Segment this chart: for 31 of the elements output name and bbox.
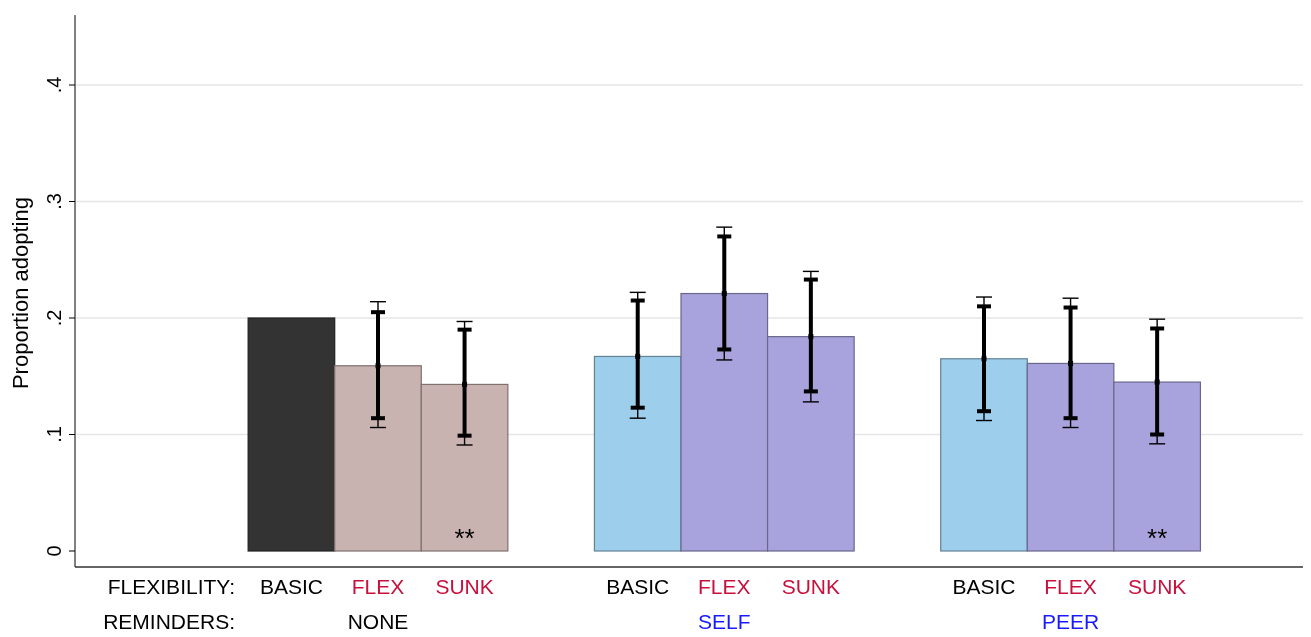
- y-tick-label: .2: [43, 309, 65, 327]
- bar: [593, 355, 682, 552]
- y-tick-label: .1: [43, 426, 65, 443]
- y-tick-label: 0: [43, 545, 65, 557]
- text: PEER: [1041, 609, 1100, 633]
- x-tick-label: FLEX: [698, 574, 751, 598]
- text: REMINDERS:: [103, 609, 235, 633]
- bar: [940, 358, 1028, 552]
- point: [1068, 360, 1074, 366]
- bar: [247, 317, 336, 552]
- x-tick-label: SUNK: [435, 574, 494, 598]
- x-tick-label: FLEX: [351, 574, 405, 598]
- data-label: **: [1147, 523, 1168, 553]
- x-tick-label: BASIC: [606, 574, 670, 598]
- data-label: **: [454, 523, 475, 553]
- point: [808, 334, 814, 340]
- x-tick-label: SUNK: [781, 574, 841, 598]
- text: NONE: [347, 609, 409, 633]
- text: FLEXIBILITY:: [107, 574, 235, 598]
- text: SELF: [698, 609, 751, 633]
- point: [721, 291, 727, 297]
- x-tick-label: BASIC: [952, 574, 1016, 598]
- y-tick-label: .4: [43, 76, 65, 94]
- point: [462, 381, 468, 387]
- x-tick-label: SUNK: [1127, 574, 1187, 598]
- x-tick-label: FLEX: [1044, 574, 1097, 598]
- y-axis-title: Proportion adopting: [8, 197, 33, 390]
- point: [1154, 379, 1160, 385]
- y-tick-label: .3: [43, 193, 65, 210]
- point: [635, 353, 641, 359]
- x-tick-label: BASIC: [259, 574, 323, 598]
